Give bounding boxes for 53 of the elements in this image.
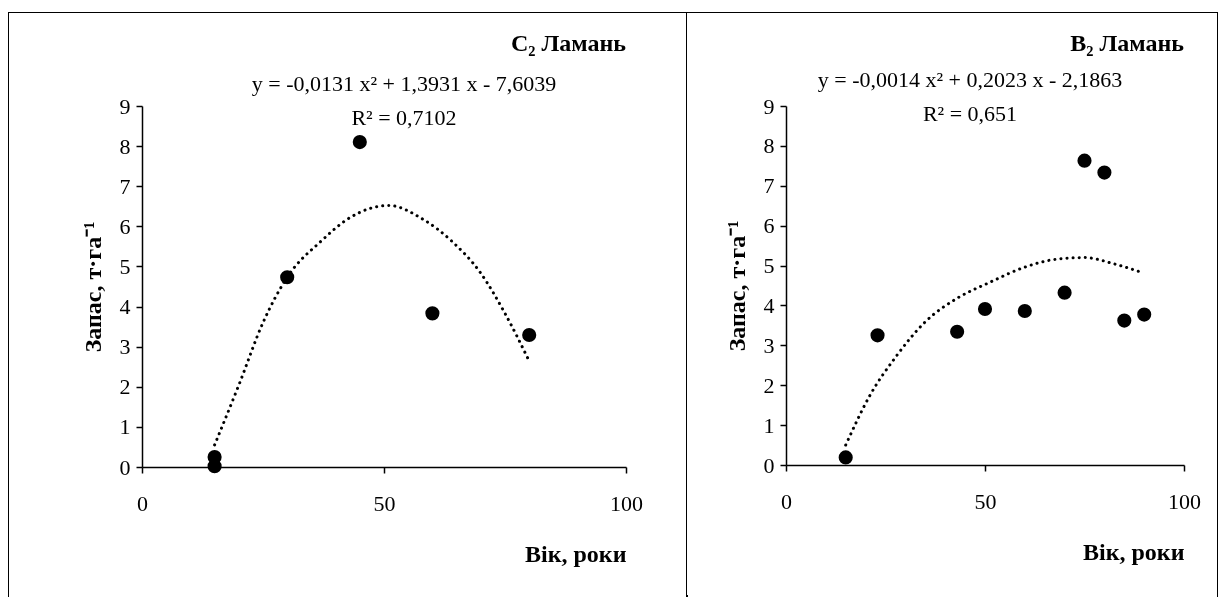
point bbox=[1077, 153, 1092, 168]
point bbox=[1137, 307, 1152, 322]
y-tick-label: 8 bbox=[763, 133, 775, 159]
x-tick-label: 100 bbox=[1168, 488, 1201, 514]
y-tick-label: 2 bbox=[119, 374, 131, 400]
point bbox=[950, 324, 965, 339]
point bbox=[352, 135, 367, 150]
point bbox=[207, 459, 222, 474]
x-tick-label: 0 bbox=[781, 488, 792, 514]
y-tick-label: 1 bbox=[763, 412, 775, 438]
line-series bbox=[213, 203, 531, 447]
y-tick-label: 6 bbox=[763, 213, 775, 239]
x-axis-title: Вік, роки bbox=[524, 540, 627, 567]
annotation: R² = 0,7102 bbox=[351, 105, 457, 130]
y-tick-label: 6 bbox=[119, 213, 131, 239]
x-tick-label: 50 bbox=[373, 490, 396, 516]
y-tick-label: 0 bbox=[119, 454, 131, 480]
point bbox=[977, 301, 993, 317]
y-tick-label: 9 bbox=[763, 93, 775, 119]
point bbox=[838, 450, 853, 465]
point bbox=[1097, 165, 1112, 180]
x-tick-label: 50 bbox=[974, 488, 997, 514]
x-tick-label: 0 bbox=[137, 490, 148, 516]
y-tick-label: 5 bbox=[119, 253, 131, 279]
point bbox=[1017, 303, 1032, 319]
point bbox=[870, 328, 885, 343]
y-tick-label: 4 bbox=[763, 292, 775, 318]
point bbox=[280, 270, 295, 285]
point bbox=[425, 306, 440, 321]
y-tick-label: 8 bbox=[119, 133, 131, 159]
y-tick-label: 4 bbox=[119, 294, 131, 320]
y-tick-label: 7 bbox=[763, 173, 775, 199]
text: y = -0,0014 x² + 0,2023 x - 2,1863 bbox=[817, 67, 1123, 92]
y-tick-label: 7 bbox=[119, 173, 131, 199]
y-tick-label: 2 bbox=[763, 372, 775, 398]
point bbox=[1057, 285, 1072, 300]
point bbox=[522, 327, 537, 343]
y-axis-title: Запас, т·га⁻¹ bbox=[723, 220, 750, 352]
y-axis-title: Запас, т·га⁻¹ bbox=[79, 221, 106, 353]
x-axis-title: Вік, роки bbox=[1082, 538, 1185, 565]
y-tick-label: 1 bbox=[119, 414, 131, 440]
line-series bbox=[844, 256, 1142, 447]
text: y = -0,0131 x² + 1,3931 x - 7,6039 bbox=[251, 71, 557, 96]
y-tick-label: 3 bbox=[119, 334, 131, 360]
chart-title: C₂ Ламань bbox=[510, 30, 627, 56]
y-tick-label: 9 bbox=[119, 93, 131, 119]
chart-title: B₂ Ламань bbox=[1070, 30, 1185, 56]
y-tick-label: 3 bbox=[763, 332, 775, 358]
x-tick-label: 100 bbox=[610, 490, 643, 516]
annotation: R² = 0,651 bbox=[922, 101, 1018, 126]
point bbox=[1117, 313, 1132, 328]
y-tick-label: 0 bbox=[763, 452, 775, 478]
y-tick-label: 5 bbox=[763, 253, 775, 279]
